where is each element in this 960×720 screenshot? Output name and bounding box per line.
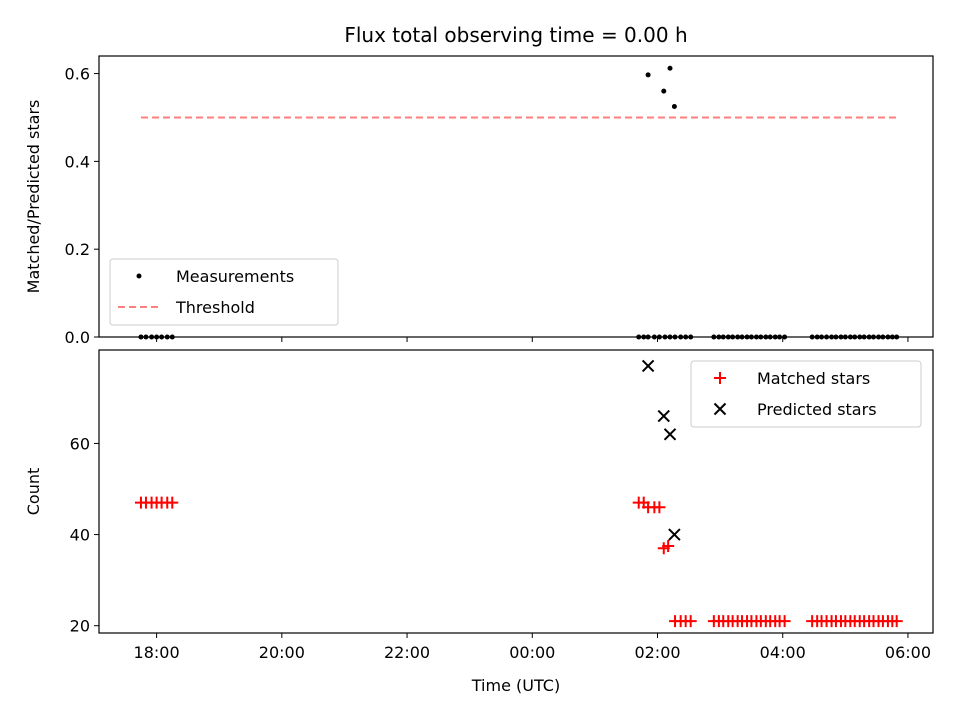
- legend-label: Matched stars: [757, 369, 870, 388]
- bottom-panel: 20 40 60 18:00 20:00 22:00 00:00 02:00 04:00 06:0…: [24, 349, 934, 695]
- x-tick-label: 18:00: [134, 643, 180, 662]
- y-tick-label: 0.6: [65, 65, 90, 84]
- data-point: [641, 359, 655, 373]
- y-tick-label: 40: [70, 526, 90, 545]
- data-point: [667, 65, 673, 71]
- legend-box: [109, 258, 339, 326]
- legend-marker: [713, 402, 727, 416]
- y-tick-label: 60: [70, 434, 90, 453]
- data-point: [778, 615, 791, 628]
- x-axis-label: Time (UTC): [471, 676, 560, 695]
- top-panel: 0.0 0.2 0.4 0.6 Matched/Predicted stars Measu…: [24, 55, 934, 347]
- data-point: [663, 428, 677, 441]
- x-tick-label: 22:00: [384, 643, 430, 662]
- x-tick-label: 02:00: [634, 643, 680, 662]
- y-tick-label: 0.4: [65, 152, 90, 171]
- data-point: [890, 615, 903, 628]
- legend-label: Threshold: [175, 298, 255, 317]
- x-tick-label: 20:00: [259, 643, 305, 662]
- legend-label: Measurements: [176, 267, 294, 286]
- data-point: [653, 501, 666, 514]
- chart-title: Flux total observing time = 0.00 h: [344, 23, 687, 47]
- y-axis-label: Count: [24, 468, 43, 516]
- x-tick-label: 06:00: [885, 643, 931, 662]
- legend-marker: [714, 372, 726, 384]
- x-tick-label: 04:00: [760, 643, 806, 662]
- axes-frame: [98, 55, 934, 338]
- axes-frame: [98, 349, 934, 634]
- y-axis-label: Matched/Predicted stars: [24, 100, 43, 294]
- y-tick-label: 0.0: [65, 328, 90, 347]
- data-point: [657, 409, 670, 423]
- data-point: [668, 528, 681, 541]
- data-point: [645, 72, 651, 78]
- x-tick-label: 00:00: [509, 643, 555, 662]
- legend: Measurements Threshold: [109, 258, 339, 326]
- data-point: [166, 496, 179, 509]
- legend-marker: [136, 273, 142, 279]
- legend-box: [690, 360, 922, 428]
- series-predicted-stars: [641, 359, 681, 541]
- legend-label: Predicted stars: [757, 400, 877, 419]
- series-matched-stars: [134, 496, 903, 628]
- data-point: [662, 539, 675, 552]
- y-tick-label: 0.2: [65, 240, 90, 259]
- data-point: [684, 615, 697, 628]
- legend: Matched stars Predicted stars: [690, 360, 922, 428]
- y-tick-label: 20: [70, 617, 90, 636]
- data-point: [671, 103, 677, 109]
- data-point: [661, 88, 667, 94]
